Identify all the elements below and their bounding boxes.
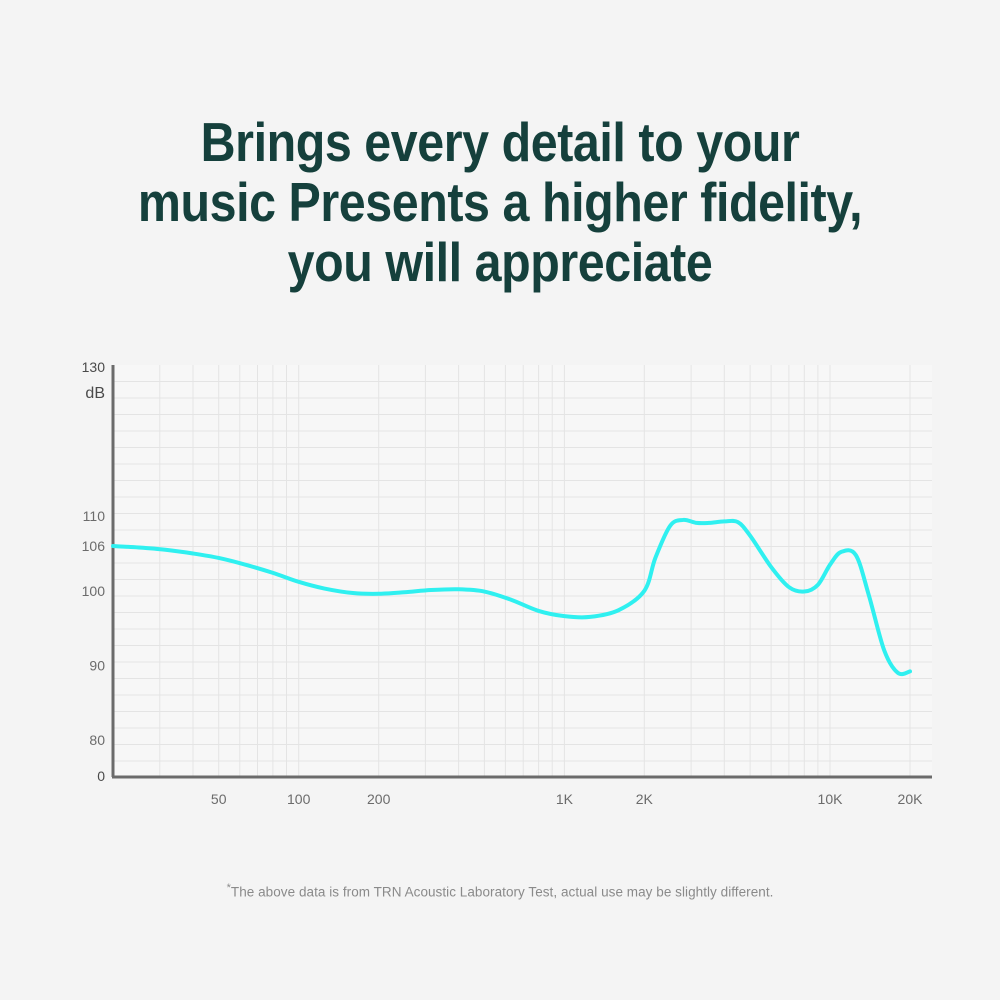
footnote-asterisk: * — [226, 882, 231, 894]
x-tick-10K: 10K — [818, 791, 844, 807]
x-axis-tick-labels: 50 100 200 1K 2K 10K 20K — [211, 791, 923, 807]
y-axis-tick-labels: 110 106 100 90 80 — [82, 508, 106, 748]
y-tick-106: 106 — [82, 538, 106, 554]
frequency-response-curve — [111, 517, 912, 677]
x-tick-100: 100 — [287, 791, 311, 807]
plot-background — [113, 365, 932, 777]
x-tick-2K: 2K — [636, 791, 654, 807]
y-axis-top-label: 130 — [82, 359, 106, 375]
y-tick-110: 110 — [83, 508, 106, 524]
footnote: *The above data is from TRN Acoustic Lab… — [0, 882, 1000, 900]
x-tick-200: 200 — [367, 791, 391, 807]
footnote-text: The above data is from TRN Acoustic Labo… — [230, 884, 774, 900]
page-title: Brings every detail to your music Presen… — [137, 111, 863, 293]
y-axis-unit-label: dB — [85, 385, 105, 402]
x-tick-1K: 1K — [556, 791, 574, 807]
horizontal-gridlines — [113, 381, 932, 762]
y-tick-80: 80 — [89, 732, 105, 748]
y-tick-90: 90 — [89, 657, 105, 673]
y-tick-100: 100 — [82, 583, 106, 599]
vertical-gridlines — [159, 365, 911, 777]
x-tick-20K: 20K — [898, 791, 924, 807]
x-tick-50: 50 — [211, 791, 227, 807]
y-axis-bottom-label: 0 — [97, 768, 105, 784]
